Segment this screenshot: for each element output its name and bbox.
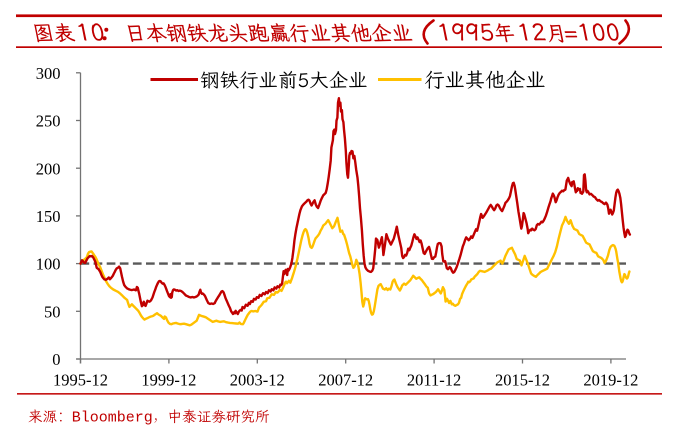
svg-text:50: 50 [44, 302, 61, 321]
svg-text:0: 0 [52, 350, 60, 369]
svg-text:1999-12: 1999-12 [141, 371, 196, 390]
svg-text:2007-12: 2007-12 [318, 371, 373, 390]
svg-text:2003-12: 2003-12 [230, 371, 285, 390]
svg-text:150: 150 [36, 207, 61, 226]
svg-text:2015-12: 2015-12 [495, 371, 550, 390]
svg-text:100: 100 [36, 255, 61, 274]
svg-text:1995-12: 1995-12 [53, 371, 108, 390]
svg-text:2011-12: 2011-12 [407, 371, 461, 390]
svg-text:Bloomberg: Bloomberg [72, 410, 153, 427]
svg-text:200: 200 [36, 159, 61, 178]
svg-text:2019-12: 2019-12 [583, 371, 638, 390]
svg-text:300: 300 [36, 64, 61, 83]
svg-text:250: 250 [36, 112, 61, 131]
